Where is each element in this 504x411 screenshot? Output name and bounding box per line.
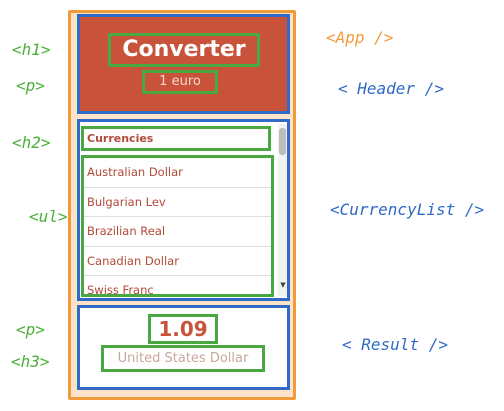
currency-list-scrollbar[interactable] xyxy=(278,124,287,296)
annotation-h1: <h1> xyxy=(12,40,51,59)
annotation-currency-list: <CurrencyList /> xyxy=(330,200,485,219)
annotation-p-result: <p> xyxy=(16,320,45,339)
currency-list-heading: Currencies xyxy=(81,126,271,151)
annotation-ul: <ul> xyxy=(29,207,68,226)
scrollbar-thumb[interactable] xyxy=(279,128,286,155)
annotation-header: < Header /> xyxy=(338,79,444,98)
currency-list-item[interactable]: Canadian Dollar xyxy=(84,247,271,276)
annotation-p-header: <p> xyxy=(16,76,45,95)
currency-list: Australian Dollar Bulgarian Lev Brazilia… xyxy=(81,155,274,297)
result-currency-name: United States Dollar xyxy=(101,345,265,372)
currency-list-item[interactable]: Australian Dollar xyxy=(84,158,271,188)
annotation-h3: <h3> xyxy=(11,352,50,371)
currency-list-item[interactable]: Bulgarian Lev xyxy=(84,188,271,217)
currency-list-item[interactable]: Swiss Franc xyxy=(84,276,271,294)
annotation-h2: <h2> xyxy=(12,133,51,152)
result-value: 1.09 xyxy=(148,314,218,344)
scroll-down-arrow-icon[interactable]: ▼ xyxy=(280,281,286,289)
header-title: Converter xyxy=(108,33,260,67)
annotation-result: < Result /> xyxy=(342,335,448,354)
header-subtitle: 1 euro xyxy=(142,70,218,94)
currency-list-item[interactable]: Brazilian Real xyxy=(84,217,271,247)
annotation-app: <App /> xyxy=(326,28,394,47)
